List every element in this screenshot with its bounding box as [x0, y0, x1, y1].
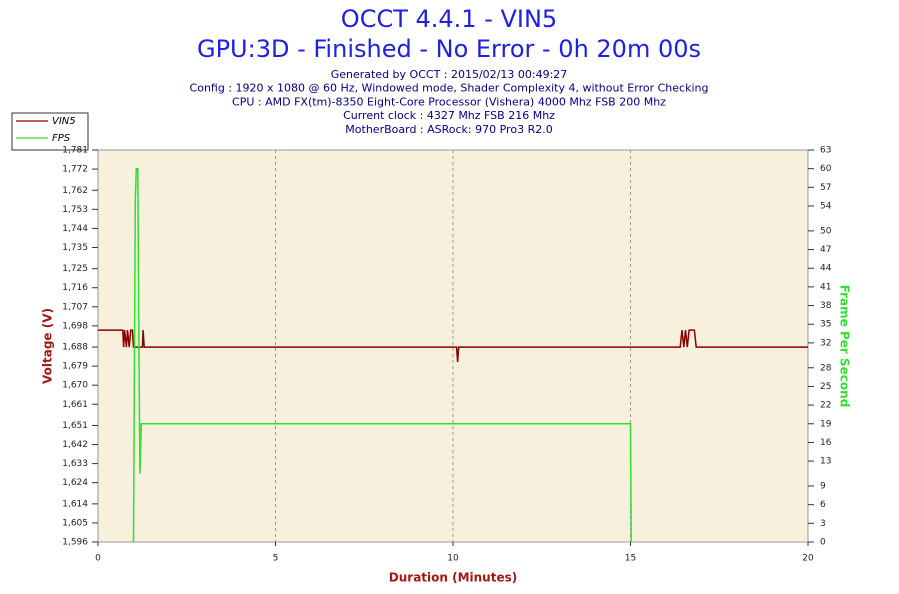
y2-tick-label: 13 [820, 457, 831, 467]
y-axis-label: Voltage (V) [41, 308, 55, 384]
y-tick-label: 1,679 [62, 362, 88, 372]
y-tick-label: 1,651 [62, 421, 88, 431]
x-tick-label: 20 [802, 554, 814, 564]
y2-tick-label: 25 [820, 382, 831, 392]
y2-tick-label: 28 [820, 363, 832, 373]
y2-tick-label: 54 [820, 202, 832, 212]
y-tick-label: 1,753 [62, 205, 88, 215]
y2-tick-label: 22 [820, 401, 831, 411]
y-tick-label: 1,772 [62, 165, 88, 175]
y-tick-label: 1,596 [62, 538, 88, 548]
y2-tick-label: 50 [820, 226, 832, 236]
info-line: Current clock : 4327 Mhz FSB 216 Mhz [343, 109, 555, 122]
x-axis-label: Duration (Minutes) [389, 571, 517, 585]
y2-tick-label: 9 [820, 482, 826, 492]
x-tick-label: 0 [95, 554, 101, 564]
y-tick-label: 1,642 [62, 440, 88, 450]
info-line: Config : 1920 x 1080 @ 60 Hz, Windowed m… [190, 82, 709, 95]
info-line: Generated by OCCT : 2015/02/13 00:49:27 [331, 68, 568, 81]
y2-tick-label: 35 [820, 320, 831, 330]
y-tick-label: 1,670 [62, 381, 88, 391]
chart-subtitle: GPU:3D - Finished - No Error - 0h 20m 00… [197, 35, 701, 63]
legend-label: FPS [52, 133, 71, 144]
y2-tick-label: 47 [820, 245, 831, 255]
y2-tick-label: 3 [820, 519, 826, 529]
y2-tick-label: 19 [820, 419, 832, 429]
y-tick-label: 1,614 [62, 499, 88, 509]
y-tick-label: 1,624 [62, 478, 88, 488]
y2-tick-label: 41 [820, 282, 831, 292]
x-tick-label: 15 [625, 554, 636, 564]
y-tick-label: 1,605 [62, 518, 88, 528]
y-tick-label: 1,698 [62, 321, 88, 331]
y2-tick-label: 38 [820, 301, 832, 311]
series-line [132, 167, 632, 543]
y2-tick-label: 60 [820, 164, 832, 174]
y2-tick-label: 6 [820, 500, 826, 510]
info-line: MotherBoard : ASRock: 970 Pro3 R2.0 [345, 123, 552, 136]
y2-tick-label: 57 [820, 183, 831, 193]
y2-tick-label: 63 [820, 146, 831, 156]
y2-tick-label: 16 [820, 438, 832, 448]
y-tick-label: 1,735 [62, 243, 88, 253]
y-tick-label: 1,744 [62, 224, 88, 234]
y-tick-label: 1,661 [62, 400, 88, 410]
x-tick-label: 5 [273, 554, 279, 564]
y-tick-label: 1,633 [62, 459, 88, 469]
y-tick-label: 1,762 [62, 186, 88, 196]
y-tick-label: 1,781 [62, 146, 88, 156]
y-tick-label: 1,688 [62, 343, 88, 353]
legend-label: VIN5 [52, 116, 76, 127]
plot-area [97, 149, 809, 543]
legend [11, 112, 89, 151]
y2-tick-label: 32 [820, 338, 831, 348]
y2-axis-label: Frame Per Second [838, 285, 852, 408]
y2-tick-label: 44 [820, 264, 832, 274]
series-line [98, 329, 808, 362]
y-tick-label: 1,707 [62, 302, 88, 312]
info-line: CPU : AMD FX(tm)-8350 Eight-Core Process… [232, 95, 666, 108]
y-tick-label: 1,716 [62, 283, 88, 293]
chart-title: OCCT 4.4.1 - VIN5 [341, 5, 557, 33]
y-tick-label: 1,725 [62, 264, 88, 274]
y2-tick-label: 0 [820, 538, 826, 548]
x-tick-label: 10 [447, 554, 459, 564]
